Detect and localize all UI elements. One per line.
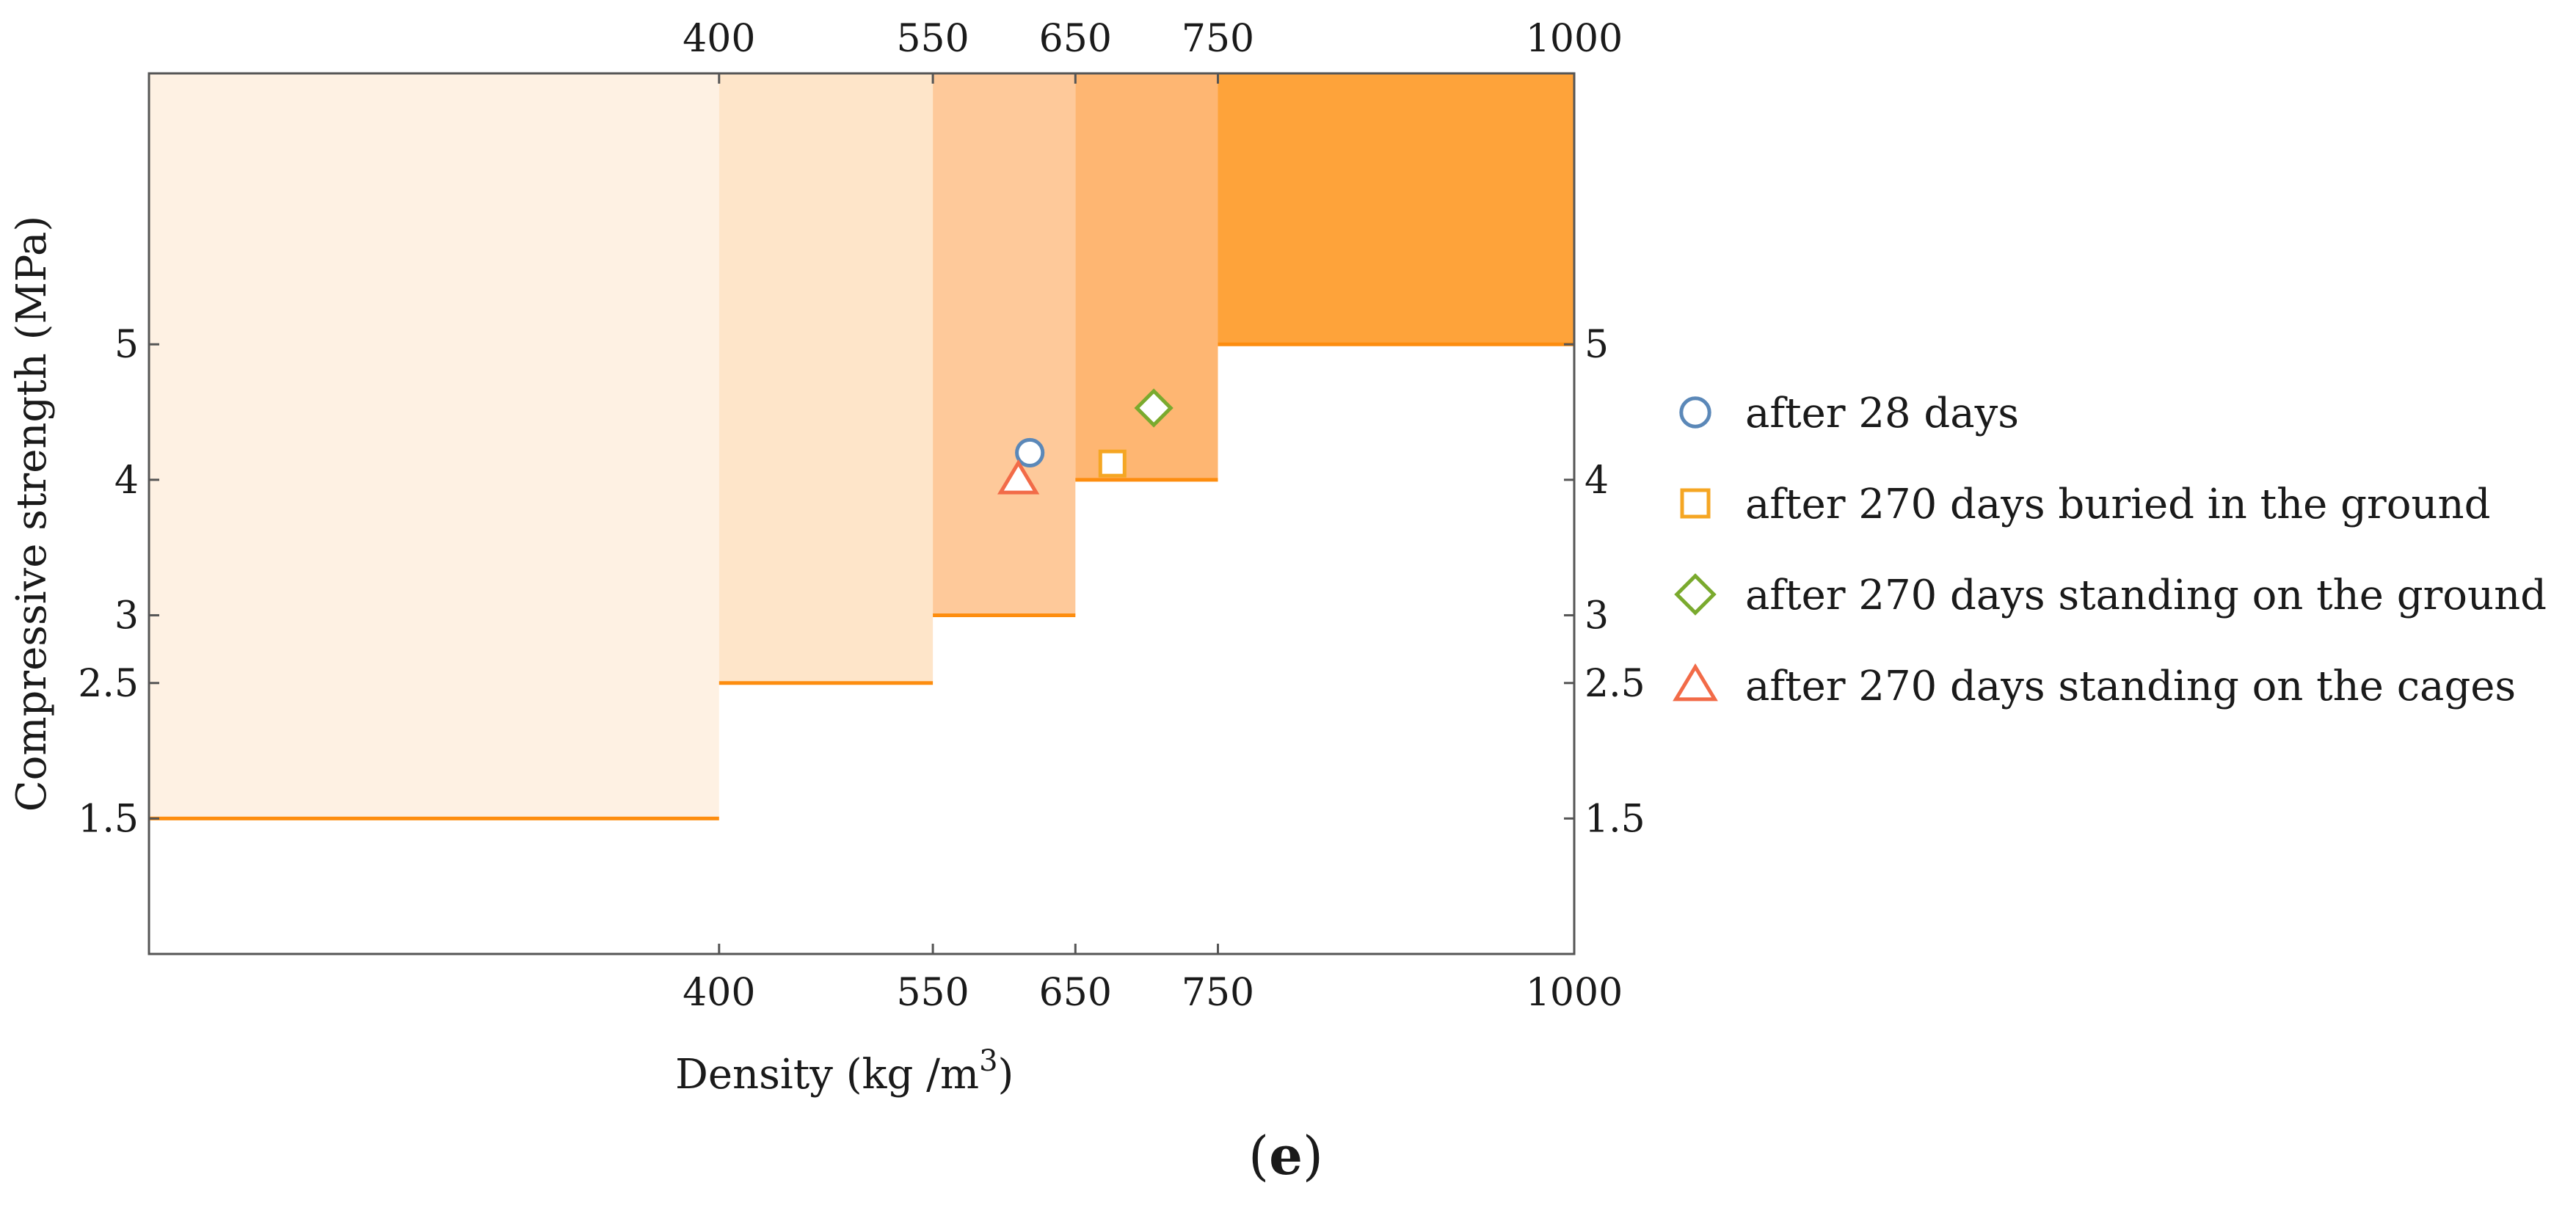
- x-tick-label-bottom: 550: [896, 971, 969, 1015]
- data-point-diamond: [1134, 388, 1174, 428]
- legend-label: after 270 days standing on the ground: [1745, 572, 2547, 619]
- x-tick-label-bottom: 1000: [1526, 971, 1623, 1015]
- legend-marker-square: [1680, 488, 1711, 519]
- plot-frame: [148, 72, 1576, 955]
- y-tick-label-right: 1.5: [1584, 797, 1645, 841]
- region-0: [149, 73, 719, 819]
- data-point-triangle: [997, 459, 1040, 495]
- regions-layer: [149, 73, 1574, 819]
- data-point-square: [1098, 449, 1127, 478]
- panel-label-letter: e: [1269, 1124, 1303, 1187]
- x-tick-label-bottom: 650: [1039, 971, 1112, 1015]
- y-tick-label-right: 3: [1584, 594, 1609, 638]
- x-tick-label-top: 650: [1039, 17, 1112, 61]
- panel-label: (e): [1248, 1124, 1323, 1187]
- x-tick-label-bottom: 400: [683, 971, 755, 1015]
- y-tick-label-right: 5: [1584, 323, 1609, 367]
- x-tick-label-top: 750: [1182, 17, 1254, 61]
- legend-marker-diamond: [1674, 573, 1717, 616]
- panel-label-open: (: [1248, 1125, 1269, 1187]
- legend: after 28 days after 270 days buried in th…: [1673, 390, 2547, 710]
- y-tick-label-right: 2.5: [1584, 662, 1645, 706]
- legend-label: after 270 days standing on the cages: [1745, 663, 2516, 710]
- thresholds-layer: [149, 342, 1574, 820]
- x-axis-title-text: Density (kg /m: [675, 1051, 979, 1099]
- ticks-layer: 400 400 550 550 650 650 750 750 1000 1000 1.5 1.5 2.…: [78, 17, 1645, 1015]
- legend-marker-triangle: [1673, 663, 1718, 702]
- region-2: [933, 73, 1076, 616]
- panel-label-close: ): [1303, 1125, 1323, 1187]
- y-tick-label-left: 4: [114, 459, 139, 503]
- x-tick-label-top: 550: [896, 17, 969, 61]
- x-axis-title: Density (kg /m3): [675, 1044, 1014, 1099]
- x-tick-label-top: 1000: [1526, 17, 1623, 61]
- x-axis-title-close: ): [998, 1051, 1014, 1099]
- legend-marker-circle: [1679, 396, 1711, 429]
- y-tick-label-left: 5: [114, 323, 139, 367]
- y-tick-label-left: 2.5: [78, 662, 139, 706]
- region-4: [1218, 73, 1574, 345]
- y-tick-label-right: 4: [1584, 459, 1609, 503]
- x-tick-label-top: 400: [683, 17, 755, 61]
- legend-label: after 28 days: [1745, 390, 2019, 437]
- legend-label: after 270 days buried in the ground: [1745, 481, 2490, 528]
- y-tick-label-left: 3: [114, 594, 139, 638]
- region-1: [718, 73, 934, 683]
- y-axis-title: Compressive strength (MPa): [8, 216, 56, 812]
- x-tick-label-bottom: 750: [1182, 971, 1254, 1015]
- x-axis-title-superscript: 3: [979, 1044, 997, 1078]
- markers-layer: [997, 388, 1174, 495]
- data-point-circle: [1015, 437, 1045, 468]
- y-tick-label-left: 1.5: [78, 797, 139, 841]
